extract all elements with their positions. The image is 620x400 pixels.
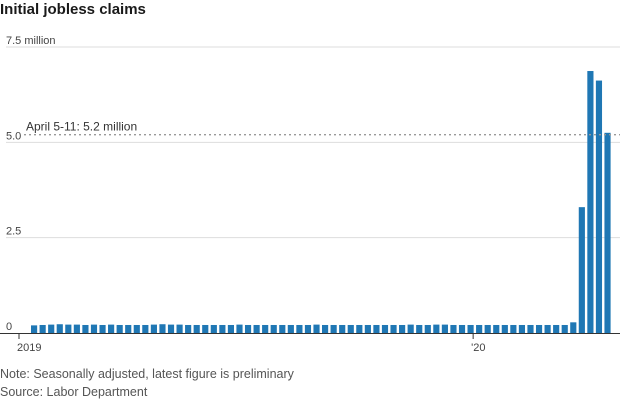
bar (347, 324, 354, 333)
bar (56, 324, 63, 333)
gridlines (6, 46, 620, 239)
bar (82, 324, 89, 333)
bar (381, 324, 389, 333)
bar (296, 324, 303, 333)
bar (399, 324, 406, 333)
y-tick-label: 7.5 million (6, 35, 56, 47)
bar (39, 324, 46, 333)
bar (48, 324, 55, 333)
bar (159, 324, 166, 333)
bar (441, 324, 448, 333)
bar (253, 324, 260, 333)
bar (339, 324, 346, 333)
bar (125, 324, 132, 333)
y-tick-label: 0 (6, 321, 12, 333)
bar (561, 324, 568, 333)
bar (493, 324, 500, 333)
bar (322, 324, 329, 333)
chart-source: Source: Labor Department (0, 385, 148, 399)
bar (304, 324, 312, 333)
bar (407, 324, 414, 333)
bar (364, 324, 371, 333)
bar (527, 324, 534, 333)
bar (313, 324, 320, 333)
chart-note: Note: Seasonally adjusted, latest figure… (0, 367, 294, 381)
bar (202, 324, 209, 333)
bar (227, 324, 235, 333)
bar (476, 324, 483, 333)
bar (73, 324, 80, 333)
annotation: April 5-11: 5.2 million (24, 120, 620, 136)
bar (65, 324, 72, 333)
bar (287, 324, 294, 333)
y-tick-label: 5.0 (6, 130, 21, 142)
bar (167, 324, 175, 333)
bar (433, 324, 440, 333)
bar (458, 324, 466, 333)
bar (31, 325, 38, 333)
chart-title: Initial jobless claims (0, 1, 146, 18)
bar (133, 324, 140, 333)
bar (570, 322, 577, 333)
bar (236, 324, 243, 333)
bar (244, 324, 252, 333)
y-axis-tick-labels: 7.5 million 5.0 2.5 0 (6, 35, 56, 333)
bar (116, 324, 123, 333)
bar (518, 324, 526, 333)
x-tick-label: 2019 (17, 342, 41, 354)
x-tick-label: '20 (471, 342, 485, 354)
bar (595, 80, 603, 333)
bar (99, 324, 106, 333)
bar (193, 324, 200, 333)
bar (279, 324, 286, 333)
bar (587, 71, 594, 334)
bars (31, 71, 611, 334)
bar (262, 324, 269, 333)
bar-chart: 7.5 million 5.0 2.5 0 April 5-11: 5.2 milli… (0, 35, 620, 354)
bar (185, 324, 192, 333)
bar (373, 324, 380, 333)
annotation-label: April 5-11: 5.2 million (26, 120, 137, 134)
bar (467, 324, 474, 333)
bar (90, 324, 98, 333)
bar (176, 324, 183, 333)
bar (150, 324, 157, 333)
bar (604, 132, 611, 333)
bar (484, 324, 491, 333)
bar (424, 324, 431, 333)
bar (108, 324, 115, 333)
bar (270, 324, 277, 333)
bar (219, 324, 226, 333)
bar (356, 324, 363, 333)
bar (501, 324, 508, 333)
bar (450, 324, 457, 333)
bar (416, 324, 423, 333)
y-tick-label: 2.5 (6, 226, 21, 238)
bar (510, 324, 517, 333)
bar (535, 324, 543, 333)
bar (330, 324, 337, 333)
bar (142, 324, 149, 333)
bar (210, 324, 217, 333)
x-axis: 2019 '20 (0, 333, 620, 354)
bar (553, 324, 560, 333)
bar (578, 207, 585, 333)
bar (390, 324, 397, 333)
bar (544, 324, 551, 333)
